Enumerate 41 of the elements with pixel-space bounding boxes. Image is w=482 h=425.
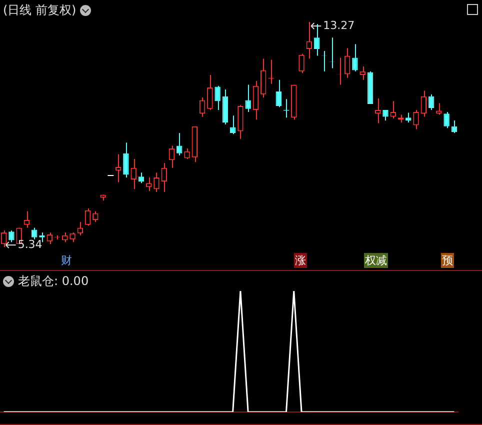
candlestick — [214, 85, 220, 110]
candlestick — [344, 48, 350, 78]
candlestick — [0, 230, 7, 248]
candlestick — [199, 96, 206, 118]
candlestick — [420, 90, 427, 118]
candlestick — [314, 23, 320, 56]
candlestick — [130, 158, 136, 190]
candlestick — [146, 176, 152, 192]
annotation: 5.34 — [18, 238, 42, 251]
candlestick — [390, 100, 396, 119]
candlestick — [161, 162, 167, 192]
text: 财 — [60, 253, 73, 268]
candlestick — [260, 58, 266, 98]
candlestick — [245, 84, 251, 112]
candlestick — [207, 74, 213, 110]
candlestick — [298, 53, 304, 74]
candlestick — [138, 172, 144, 184]
annotation: 13.27 — [323, 18, 355, 32]
candlestick — [176, 132, 182, 156]
candlestick — [70, 232, 76, 243]
candlestick — [168, 145, 175, 168]
text: 权减 — [364, 253, 388, 268]
candlestick — [123, 142, 129, 178]
text: 涨 — [294, 253, 307, 268]
chart-title: (日线 前复权) — [3, 2, 76, 19]
candlestick — [413, 109, 419, 130]
candlestick — [24, 210, 30, 228]
text: 预 — [441, 253, 454, 268]
chart-title: 老鼠仓: 0.00 — [18, 273, 89, 290]
candlestick — [154, 172, 160, 192]
candlestick — [252, 80, 259, 120]
candlestick — [238, 104, 244, 140]
candlestick — [77, 222, 84, 236]
candlestick — [352, 44, 358, 72]
candlestick — [360, 66, 366, 80]
candlestick — [84, 208, 91, 226]
candlestick — [428, 94, 434, 110]
candlestick — [306, 22, 312, 60]
candlestick — [444, 111, 450, 129]
candlestick — [406, 112, 412, 123]
candlestick — [276, 79, 282, 108]
